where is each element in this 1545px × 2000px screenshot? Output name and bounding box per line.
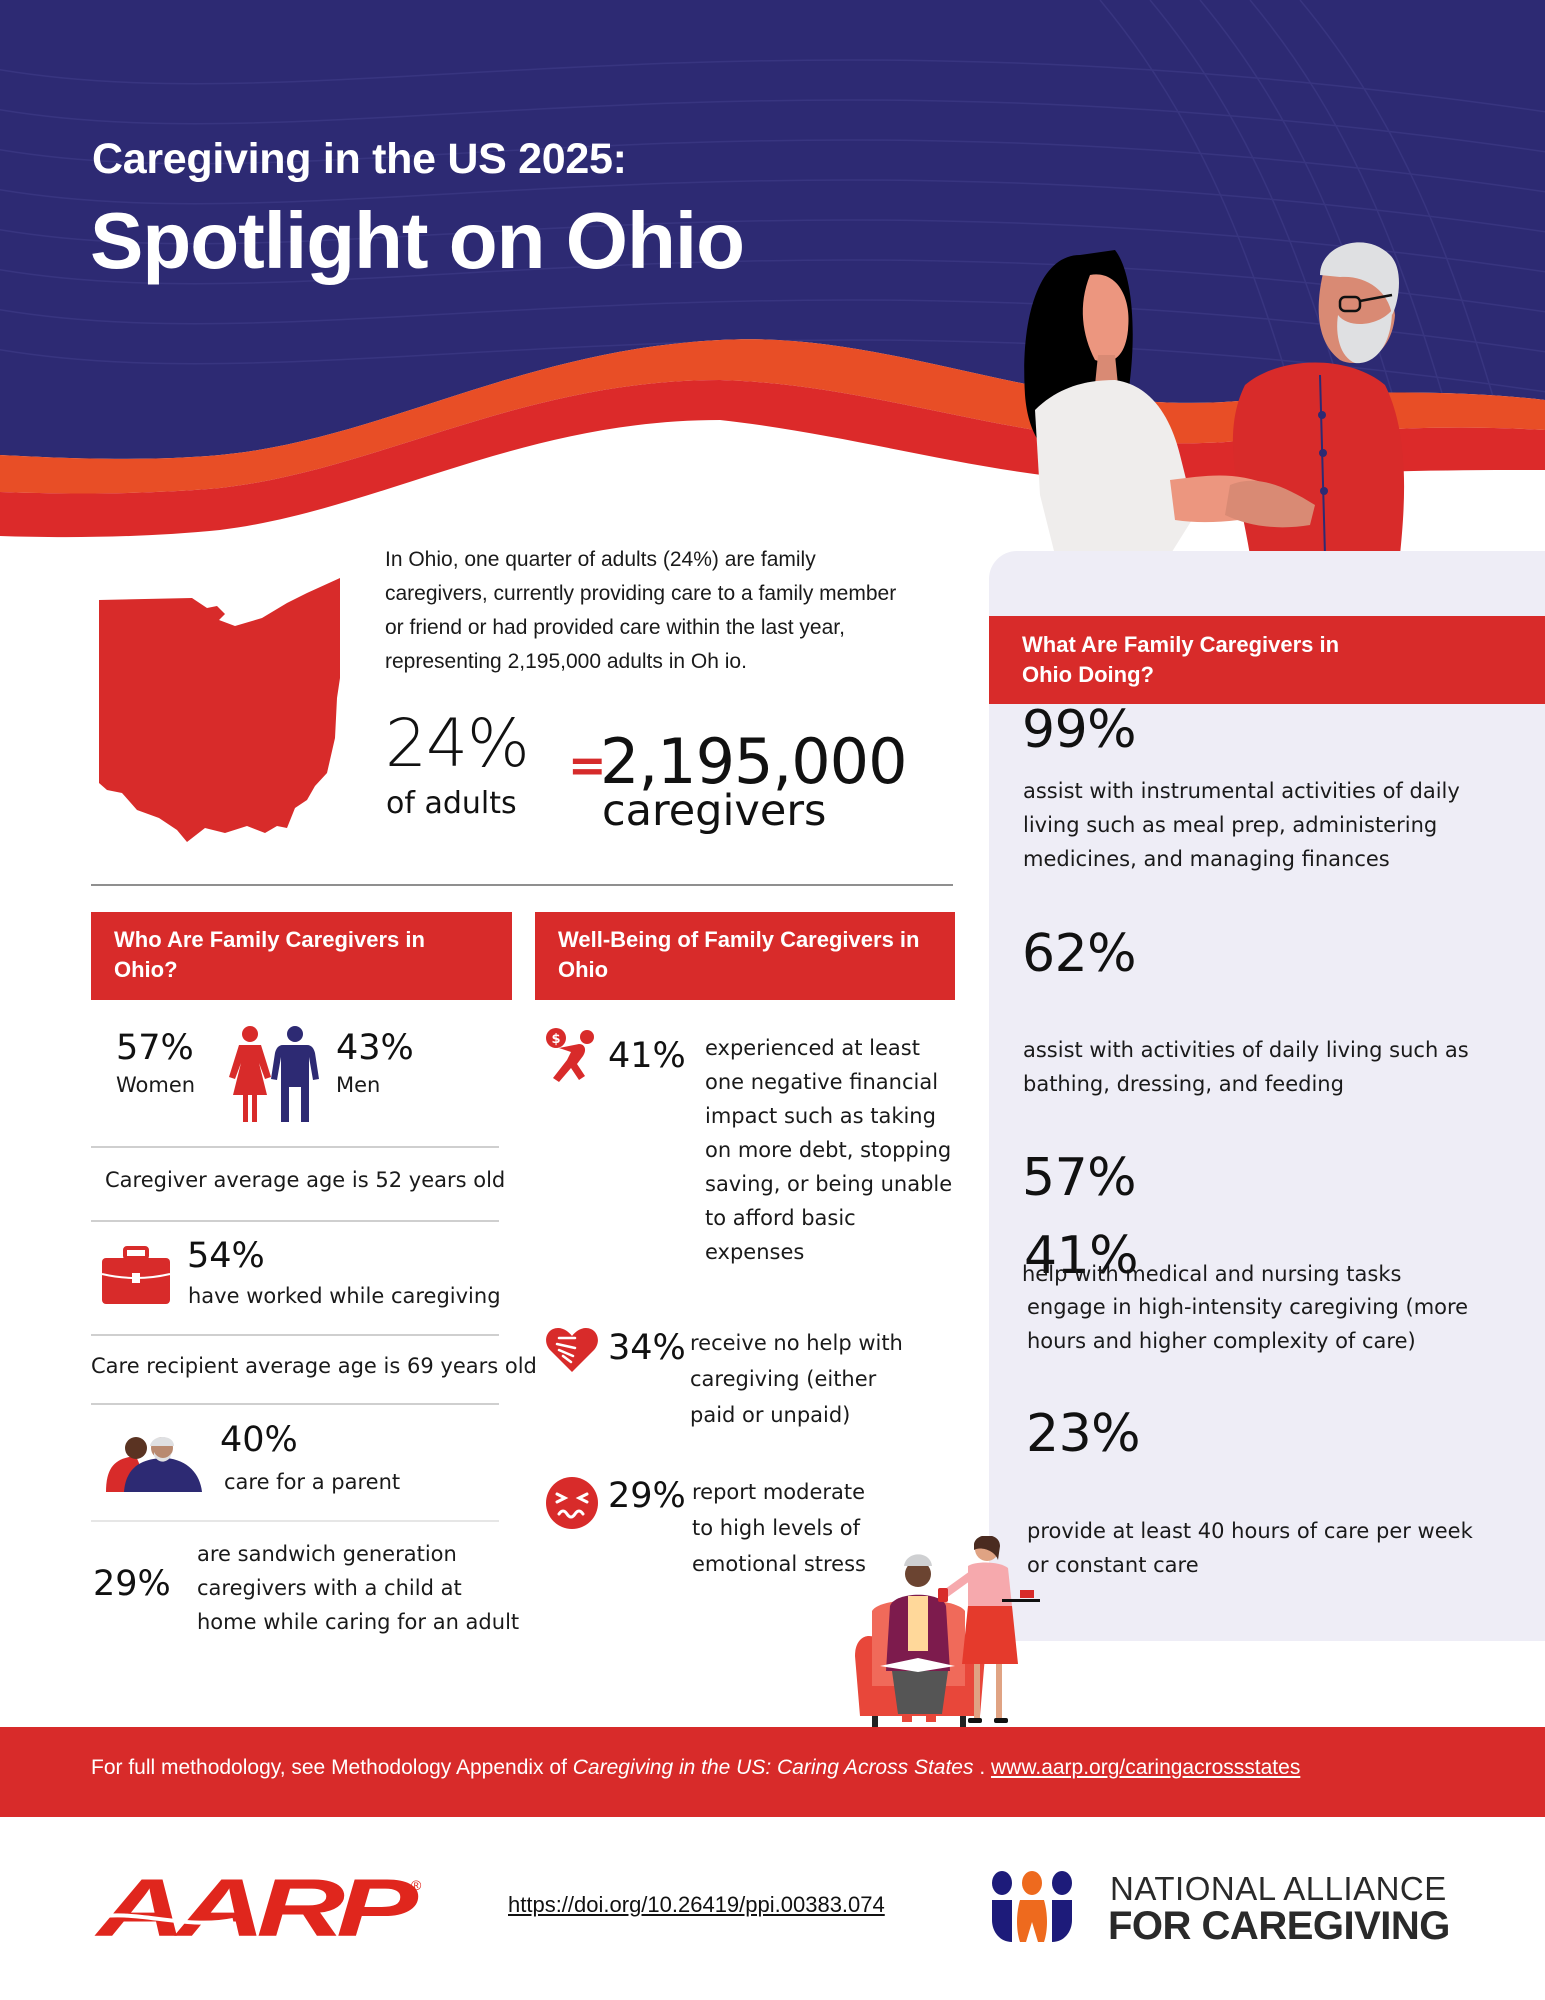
doing-heading-text: What Are Family Caregivers in Ohio Doing… [1022,632,1340,687]
methodology-prefix: For full methodology, see Methodology Ap… [91,1756,567,1779]
methodology-link[interactable]: www.aarp.org/caringacrossstates [991,1756,1301,1779]
medical-tasks-percent: 57% [1022,1148,1137,1208]
parent-care-percent: 40% [220,1420,298,1460]
hero-wave-background [0,0,1545,538]
briefcase-icon [101,1246,171,1304]
hero-banner: Caregiving in the US 2025: Spotlight on … [0,0,1545,560]
caregiver-avg-age: Caregiver average age is 52 years old [105,1168,505,1192]
financial-burden-icon: $ [546,1028,594,1082]
parent-care-label: care for a parent [224,1470,401,1494]
women-label: Women [116,1073,196,1097]
adl-text: assist with activities of daily living s… [1023,1038,1469,1096]
helping-hand-heart-icon [546,1328,598,1372]
section-divider [91,884,953,886]
no-help-text: receive no help with caregiving (either … [690,1331,903,1427]
methodology-note: For full methodology, see Methodology Ap… [91,1756,1300,1780]
stressed-face-icon [546,1477,598,1529]
iadl-text: assist with instrumental activities of d… [1023,779,1460,871]
row-divider [91,1220,499,1222]
women-percent: 57% [116,1028,194,1068]
methodology-separator: . [979,1756,986,1779]
women-men-figures-icon [229,1026,319,1122]
sandwich-percent: 29% [93,1564,171,1604]
forty-hours-percent: 23% [1026,1404,1141,1464]
men-label: Men [336,1073,381,1097]
svg-text:AARP: AARP [94,1868,418,1942]
men-percent: 43% [336,1028,414,1068]
adult-child-hugging-parent-icon [106,1437,202,1492]
doi-link[interactable]: https://doi.org/10.26419/ppi.00383.074 [508,1892,885,1917]
equals-sign: = [568,738,607,792]
adults-percent-label: of adults [386,786,517,821]
caregiver-couple-illustration [1024,242,1405,555]
ohio-state-map-icon [99,578,340,842]
stress-text: report moderate to high levels of emotio… [692,1480,866,1576]
no-help-percent: 34% [608,1328,686,1368]
adl-percent: 62% [1022,924,1137,984]
who-section-heading: Who Are Family Caregivers in Ohio? [91,912,512,1000]
iadl-percent: 99% [1022,700,1137,760]
sandwich-label: are sandwich generation caregivers with … [197,1542,520,1634]
worked-percent: 54% [187,1236,265,1276]
caregiver-avg-age-value: 52 [375,1168,403,1192]
aarp-logo-icon: AARP ® [92,1863,424,1954]
nac-logo-line1: NATIONAL ALLIANCE [1110,1870,1447,1907]
stress-percent: 29% [608,1476,686,1516]
recipient-avg-age-value: 69 [406,1354,434,1378]
nac-logo-line2: FOR CAREGIVING [1108,1904,1450,1948]
worked-label: have worked while caregiving [188,1284,501,1308]
national-alliance-logo-icon [992,1871,1072,1942]
svg-text:®: ® [411,1877,422,1893]
row-divider [91,1146,499,1148]
row-divider [91,1334,499,1336]
caregiver-count-stat: 2,195,000 [600,725,908,798]
wellbeing-section-heading: Well-Being of Family Caregivers in Ohio [535,912,955,1000]
caregiver-count-label: caregivers [602,786,827,836]
recipient-avg-age-suffix: years old [440,1354,537,1378]
methodology-report-title: Caregiving in the US: Caring Across Stat… [572,1756,974,1779]
row-divider [91,1520,499,1522]
medical-tasks-text: help with medical and nursing tasks [1022,1262,1402,1286]
financial-impact-percent: 41% [608,1036,686,1076]
high-intensity-percent: 41% [1024,1226,1139,1286]
recipient-avg-age: Care recipient average age is 69 years o… [91,1354,537,1378]
caregiver-avg-age-suffix: years old [408,1168,506,1192]
high-intensity-text: engage in high-intensity caregiving (mor… [1027,1295,1469,1353]
aarp-logo: AARP ® [92,1863,433,1954]
forty-hours-text: provide at least 40 hours of care per we… [1027,1519,1473,1577]
doing-panel [989,551,1545,1641]
caregiver-serving-tea-illustration [855,1536,1040,1728]
intro-paragraph: In Ohio, one quarter of adults (24%) are… [385,548,897,673]
page-title-line1: Caregiving in the US 2025: [92,135,627,183]
doing-section-heading: What Are Family Caregivers in Ohio Doing… [989,616,1545,704]
page-title-line2: Spotlight on Ohio [90,196,745,285]
methodology-banner [0,1727,1545,1817]
svg-text:$: $ [551,1032,560,1047]
financial-impact-text: experienced at least one negative financ… [705,1036,953,1264]
adults-percent-stat: 24% [385,705,530,782]
caregiver-avg-age-prefix: Caregiver average age is [105,1168,369,1192]
row-divider [91,1403,499,1405]
recipient-avg-age-prefix: Care recipient average age is [91,1354,401,1378]
